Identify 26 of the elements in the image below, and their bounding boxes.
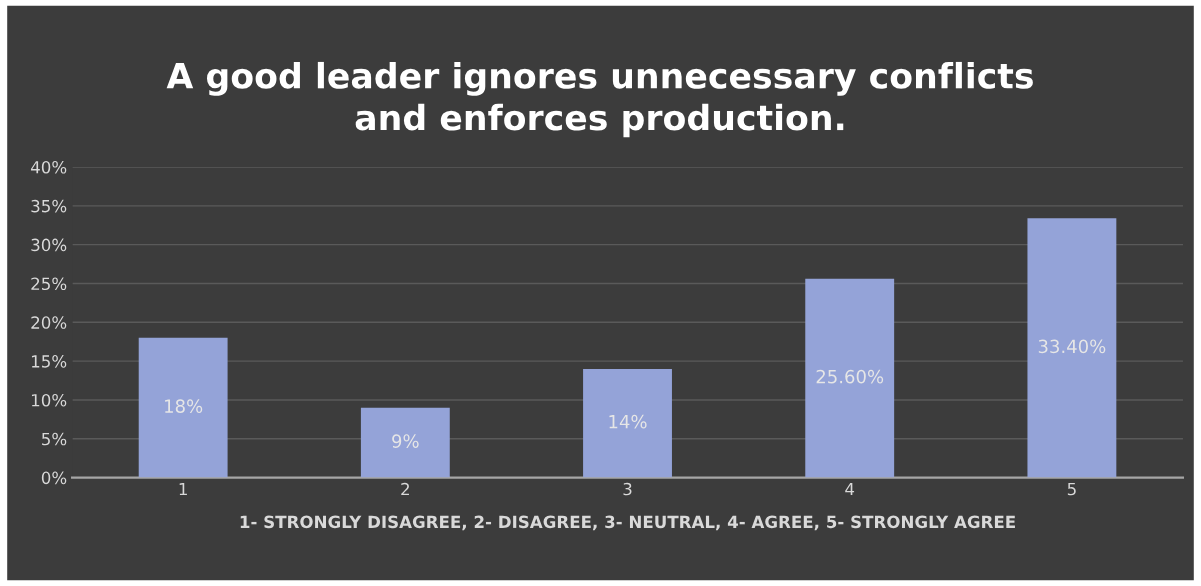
y-tick-label: 40% xyxy=(30,160,67,174)
x-tick-label: 5 xyxy=(1067,482,1076,496)
data-label: 25.60% xyxy=(816,369,884,384)
y-tick-label: 30% xyxy=(31,238,67,252)
y-tick-label: 5% xyxy=(42,432,67,446)
chart-title: A good leader ignores unnecessary conflicts and enforces production. xyxy=(166,61,1033,138)
y-tick-label: 20% xyxy=(31,316,67,329)
data-label: 18% xyxy=(165,399,203,413)
y-tick-label: 15% xyxy=(31,355,67,368)
bar xyxy=(805,278,895,478)
x-tick-label: 3 xyxy=(623,482,632,496)
bar xyxy=(360,407,450,478)
bar xyxy=(138,337,228,478)
x-tick-label: 1 xyxy=(179,482,187,496)
y-tick-label: 25% xyxy=(31,277,67,291)
x-tick-label: 4 xyxy=(845,482,855,496)
y-tick-label: 10% xyxy=(31,393,67,407)
x-axis-title: 1- STRONGLY DISAGREE, 2- DISAGREE, 3- NEUTRAL, 4- AGREE, 5- STRONGLY AGREE xyxy=(240,515,1015,531)
bar xyxy=(583,368,672,478)
data-label: 33.40% xyxy=(1038,339,1106,354)
y-tick-label: 35% xyxy=(31,199,67,213)
data-label: 9% xyxy=(392,434,419,448)
x-tick-label: 2 xyxy=(401,482,409,496)
bar xyxy=(1027,218,1117,478)
y-tick-label: 0% xyxy=(41,471,67,485)
data-label: 14% xyxy=(609,414,647,429)
